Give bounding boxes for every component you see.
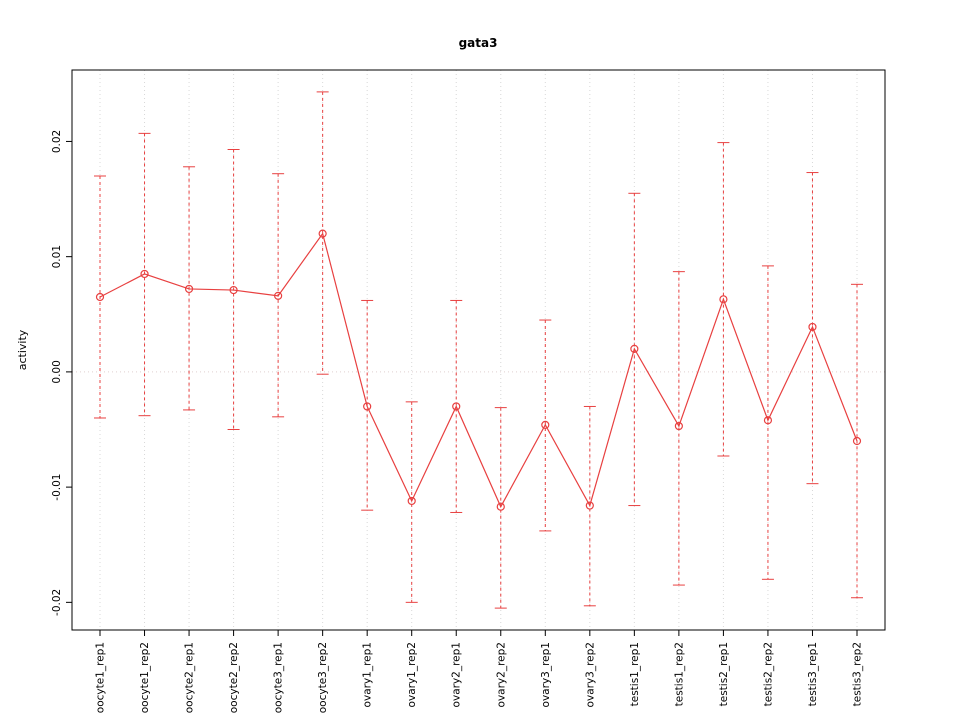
series-line [99, 232, 858, 509]
data-point [852, 436, 862, 446]
x-tick-label: ovary2_rep1 [451, 642, 463, 707]
data-point [95, 292, 105, 302]
data-point [585, 501, 594, 510]
data-point [140, 269, 149, 279]
data-point [407, 496, 416, 506]
x-tick-label: ovary3_rep2 [584, 642, 596, 707]
data-point [184, 284, 194, 294]
data-point [274, 291, 283, 300]
x-tick-label: testis2_rep2 [762, 642, 774, 706]
x-tick-label: ovary3_rep1 [540, 642, 552, 707]
data-point [452, 402, 461, 411]
y-tick-label: 0.00 [51, 360, 63, 383]
plot-area: -0.02 -0.01 0.00 0.01 0.02 oocyte1_rep1 oocyte… [51, 69, 886, 713]
y-tick-label: -0.01 [51, 474, 63, 501]
data-point [229, 285, 238, 295]
x-tick-label: testis1_rep1 [629, 642, 641, 706]
x-tick-label: oocyte3_rep1 [273, 642, 285, 713]
data-point [541, 420, 550, 429]
x-tick-label: ovary2_rep2 [495, 642, 507, 707]
x-tick-label: testis3_rep2 [852, 642, 864, 706]
chart-title: gata3 [459, 36, 498, 50]
x-tick-label: testis2_rep1 [718, 642, 730, 706]
y-tick-label: 0.02 [51, 130, 63, 153]
data-point [496, 502, 505, 511]
data-point [763, 416, 773, 425]
data-point [808, 322, 817, 332]
plot-border [71, 69, 886, 631]
data-point [363, 402, 372, 411]
x-tick-label: testis3_rep1 [807, 642, 819, 706]
x-tick-label: testis1_rep2 [673, 642, 685, 706]
x-tick-label: oocyte2_rep2 [228, 642, 240, 713]
data-point [630, 344, 639, 353]
y-tick-label: -0.02 [51, 589, 63, 616]
x-tick-label: oocyte1_rep1 [95, 642, 107, 713]
x-tick-label: oocyte2_rep1 [184, 642, 196, 713]
x-tick-label: oocyte3_rep2 [317, 642, 329, 713]
data-point [719, 295, 728, 304]
x-tick-label: ovary1_rep1 [362, 642, 374, 707]
data-point [674, 421, 683, 431]
y-axis-label: activity [16, 329, 29, 370]
x-tick-label: oocyte1_rep2 [139, 642, 151, 713]
x-tick-label: ovary1_rep2 [406, 642, 418, 707]
y-tick-label: 0.01 [51, 245, 63, 268]
data-point [318, 229, 327, 238]
